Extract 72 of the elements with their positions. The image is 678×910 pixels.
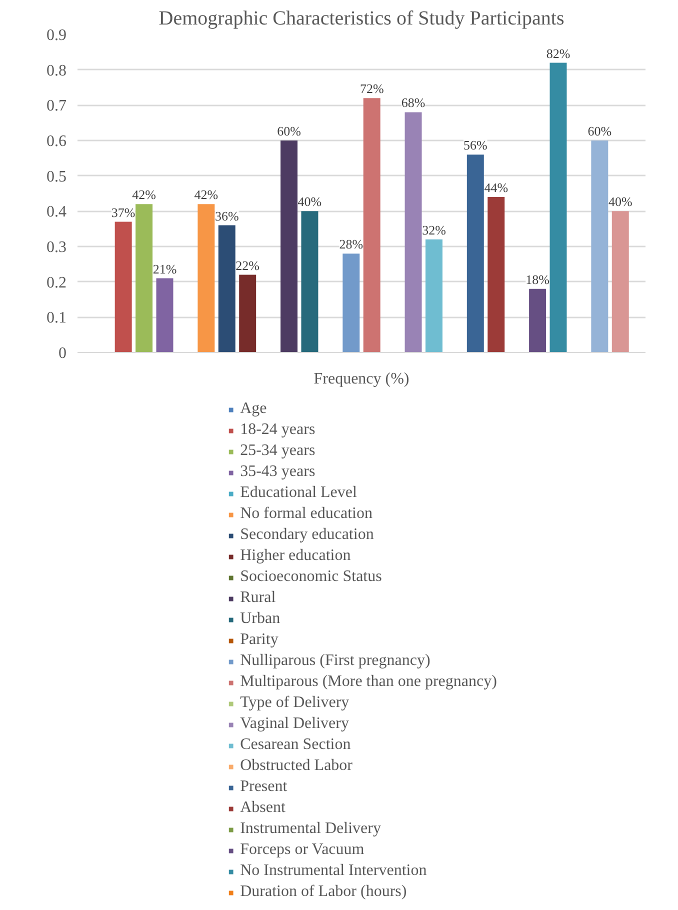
data-label: 68%: [401, 95, 426, 110]
bar: [136, 204, 153, 352]
bar: [404, 112, 422, 352]
bar: [466, 154, 484, 352]
y-tick-label: 0.1: [46, 310, 66, 327]
bar: [488, 197, 505, 352]
legend-label: Secondary education: [240, 526, 374, 544]
data-label: 60%: [588, 124, 612, 138]
data-label: 22%: [236, 258, 260, 273]
data-label: 28%: [339, 236, 364, 252]
legend-label: Multiparous (More than one pregnancy): [240, 673, 497, 691]
bar: [550, 62, 567, 352]
legend-label: Urban: [240, 610, 280, 628]
bar: [612, 211, 629, 352]
x-axis-title: Frequency (%): [314, 370, 410, 388]
y-tick-label: 0.3: [46, 239, 66, 256]
y-tick-label: 0.9: [46, 27, 66, 44]
legend-label: Present: [240, 778, 288, 796]
legend-label: 25-34 years: [240, 442, 316, 460]
bar: [239, 274, 256, 352]
y-tick-label: 0.2: [46, 274, 66, 292]
data-label: 32%: [422, 222, 446, 238]
data-label: 40%: [608, 194, 632, 210]
legend-label: No Instrumental Intervention: [240, 862, 427, 880]
legend-label: Higher education: [240, 547, 351, 565]
data-label: 44%: [484, 180, 508, 196]
legend-label: Socioeconomic Status: [240, 568, 382, 586]
legend-label: Vaginal Delivery: [240, 715, 349, 733]
data-label: 37%: [111, 204, 136, 220]
legend-label: 18-24 years: [240, 421, 316, 439]
data-label: 60%: [277, 124, 302, 138]
legend-label: Parity: [240, 631, 278, 649]
data-label: 18%: [526, 272, 550, 287]
bar: [218, 225, 236, 352]
chart-title: Demographic Characteristics of Study Participants: [158, 8, 564, 30]
data-label: 21%: [152, 261, 177, 276]
legend-label: No formal education: [240, 505, 372, 523]
legend-label: Obstructed Labor: [240, 757, 352, 775]
bar: [342, 254, 360, 352]
legend-label: Cesarean Section: [240, 736, 351, 754]
data-label: 42%: [194, 187, 218, 202]
bar: [156, 278, 174, 352]
legend-label: Age: [240, 400, 267, 418]
legend-label: Instrumental Delivery: [240, 820, 381, 838]
bar: [425, 239, 442, 352]
data-label: 82%: [546, 46, 570, 61]
bar: [591, 140, 608, 352]
legend-label: Nulliparous (First pregnancy): [240, 652, 430, 670]
legend-label: Absent: [240, 799, 286, 817]
data-label: 56%: [463, 138, 488, 153]
y-tick-label: 0.6: [46, 133, 66, 150]
y-tick-label: 0.7: [46, 98, 66, 115]
legend-label: Duration of Labor (hours): [240, 883, 407, 901]
legend-label: Educational Level: [240, 484, 357, 502]
bar: [280, 140, 298, 352]
data-label: 72%: [360, 81, 384, 96]
y-tick-label: 0.5: [46, 168, 66, 186]
data-label: 36%: [214, 208, 239, 224]
data-label: 40%: [298, 194, 322, 210]
legend-label: Rural: [240, 589, 276, 607]
legend-label: Type of Delivery: [240, 694, 350, 712]
legend-label: 35-43 years: [240, 463, 316, 481]
bar: [529, 288, 546, 352]
bar: [198, 204, 215, 352]
data-label: 42%: [132, 187, 156, 202]
y-tick-label: 0.8: [46, 62, 66, 80]
bar: [114, 222, 132, 352]
legend-label: Forceps or Vacuum: [240, 841, 364, 859]
y-tick-label: 0: [58, 345, 66, 362]
bar: [363, 98, 380, 352]
bar: [301, 211, 318, 352]
y-tick-label: 0.4: [46, 204, 66, 221]
